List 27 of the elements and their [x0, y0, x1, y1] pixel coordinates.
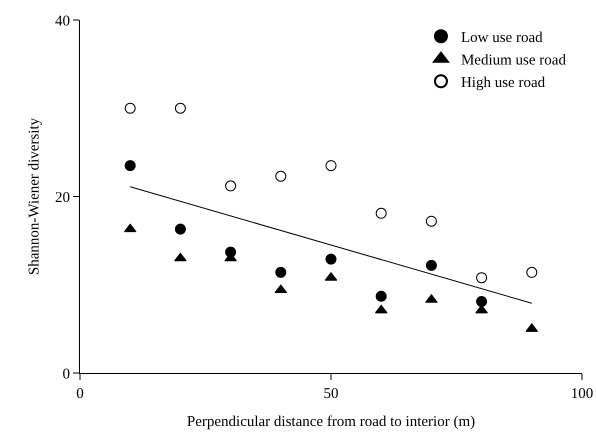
x-axis-title: Perpendicular distance from road to interior (m) — [186, 414, 476, 430]
x-tick-label: 50 — [324, 386, 338, 402]
y-tick-label: 0 — [62, 366, 70, 382]
point — [376, 208, 387, 219]
point — [124, 160, 136, 172]
x-tick-label: 0 — [76, 386, 84, 402]
point — [426, 216, 437, 227]
y-axis-title: Shannon-Wiener diversity — [26, 117, 42, 276]
point — [526, 266, 538, 278]
point — [174, 224, 186, 235]
legend-label: Medium use road — [460, 52, 566, 69]
point — [476, 272, 488, 284]
point — [124, 102, 136, 114]
y-tick-label: 40 — [55, 13, 70, 30]
point — [476, 296, 488, 308]
point — [275, 170, 286, 182]
x-tick-label: 100 — [570, 386, 594, 402]
point — [174, 102, 186, 114]
legend-label: Low use road — [460, 30, 544, 46]
point — [426, 260, 437, 271]
point — [275, 266, 286, 278]
point — [326, 254, 336, 265]
point — [326, 160, 336, 172]
legend-label: High use road — [460, 75, 546, 92]
y-tick-label: 20 — [55, 190, 70, 206]
point — [376, 290, 387, 302]
point — [225, 180, 236, 192]
